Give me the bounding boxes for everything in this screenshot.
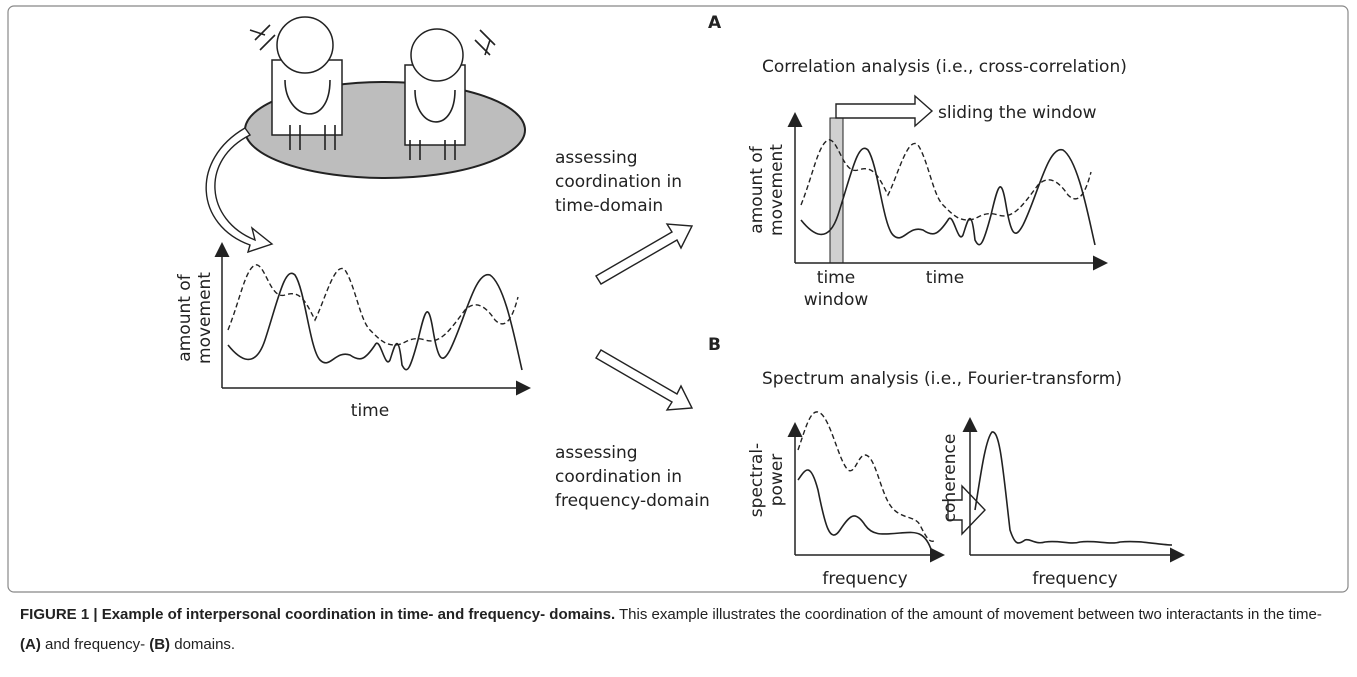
y-label: movement [767,144,787,236]
arrow-label: coordination in [555,467,682,487]
panel-label: B [708,335,721,355]
x-label: time [926,268,964,288]
panel-label: A [708,13,722,33]
frame [7,5,1349,593]
y-label: amount of [747,145,767,233]
figure: amount of movement time assessing coordi… [7,5,1349,593]
arrow-label: coordination in [555,172,682,192]
slide-label: sliding the window [938,103,1097,123]
caption-ref: (A) [20,636,41,653]
caption-text: This example illustrates the coordinatio… [615,606,1327,623]
caption-ref: (B) [149,636,171,653]
y-label: movement [195,272,215,364]
left-plot: amount of movement time [175,242,531,421]
x-label: frequency [1032,569,1117,589]
y-label: spectral- [747,443,767,517]
y-label: amount of [175,273,195,361]
x-label: frequency [822,569,907,589]
panel-a: A Correlation analysis (i.e., cross-corr… [708,13,1127,310]
y-label: power [767,454,787,507]
window-label: window [804,290,869,310]
arrow-label: time-domain [555,196,663,216]
domain-arrows: assessing coordination in time-domain as… [555,148,710,511]
y-label: coherence [940,434,960,523]
window-label: time [817,268,855,288]
panel-b: B Spectrum analysis (i.e., Fourier-trans… [708,335,1185,589]
arrow-label: assessing [555,443,638,463]
arrow-label: frequency-domain [555,491,710,511]
panel-title: Correlation analysis (i.e., cross-correl… [762,57,1127,77]
caption-text: and frequency- [40,636,150,653]
caption: FIGURE 1 | Example of interpersonal coor… [20,600,1340,660]
scene-illustration [205,16,526,254]
panel-title: Spectrum analysis (i.e., Fourier-transfo… [762,369,1122,389]
caption-heading: FIGURE 1 | Example of interpersonal coor… [20,606,616,623]
caption-text: domains. [170,636,236,653]
x-label: time [351,401,389,421]
arrow-label: assessing [555,148,638,168]
